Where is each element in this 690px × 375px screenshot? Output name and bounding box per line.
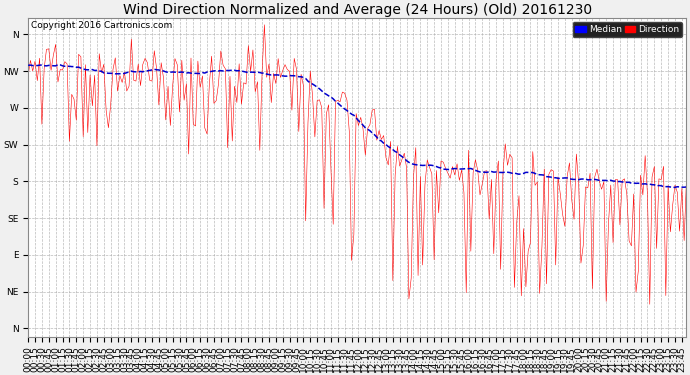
Legend: Median, Direction: Median, Direction — [573, 22, 682, 37]
Title: Wind Direction Normalized and Average (24 Hours) (Old) 20161230: Wind Direction Normalized and Average (2… — [123, 3, 592, 17]
Text: Copyright 2016 Cartronics.com: Copyright 2016 Cartronics.com — [32, 21, 173, 30]
